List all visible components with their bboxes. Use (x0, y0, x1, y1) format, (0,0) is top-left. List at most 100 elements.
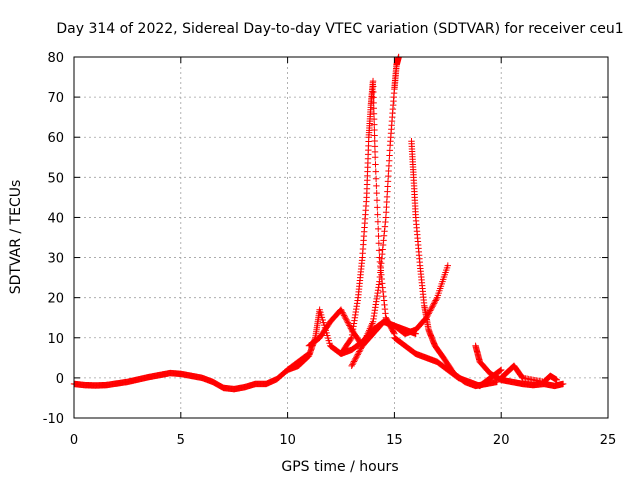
data-point-marker (340, 312, 348, 319)
data-point-marker (371, 132, 378, 139)
y-tick-label: 20 (47, 292, 64, 307)
grid-lines (74, 57, 608, 418)
data-point-marker (372, 175, 380, 182)
data-point-marker (427, 305, 435, 313)
data-point-marker (375, 240, 383, 247)
data-point-marker (498, 366, 505, 374)
data-point-marker (346, 322, 353, 329)
data-point-marker (356, 348, 363, 355)
data-point-marker (497, 367, 504, 374)
y-axis-label: SDTVAR / TECUs (8, 180, 24, 295)
data-point-marker (375, 225, 382, 233)
data-point-marker (351, 356, 358, 364)
data-point-marker (339, 309, 346, 316)
data-point-marker (496, 367, 503, 375)
data-point-marker (340, 310, 347, 318)
x-tick-label: 5 (177, 433, 185, 448)
data-point-marker (371, 137, 378, 145)
data-point-marker (559, 380, 567, 388)
data-point-marker (370, 105, 378, 112)
data-point-marker (352, 355, 359, 362)
x-tick-label: 25 (600, 433, 617, 448)
series-arc-c (391, 334, 505, 390)
x-tick-label: 10 (279, 433, 296, 448)
data-point-marker (356, 346, 364, 354)
data-point-marker (374, 218, 382, 225)
data-point-marker (371, 154, 379, 161)
y-tick-label: -10 (43, 412, 64, 427)
data-point-marker (358, 344, 365, 351)
data-point-marker (353, 354, 360, 361)
data-point-marker (432, 297, 439, 304)
data-point-marker (373, 182, 380, 190)
series-baseline (70, 350, 313, 393)
data-point-marker (374, 211, 381, 218)
series-spike-14 (337, 77, 398, 358)
data-point-marker (344, 319, 352, 326)
data-point-marker (444, 262, 451, 269)
data-point-marker (433, 295, 440, 303)
data-point-marker (373, 189, 380, 197)
data-point-marker (553, 376, 560, 384)
data-point-marker (348, 362, 355, 370)
data-point-marker (371, 121, 378, 128)
data-point-marker (426, 308, 433, 316)
data-point-marker (350, 358, 358, 365)
data-point-marker (353, 352, 361, 360)
x-tick-label: 20 (493, 433, 510, 448)
data-point-marker (431, 298, 439, 306)
data-point-marker (370, 99, 377, 107)
chart-title: Day 314 of 2022, Sidereal Day-to-day VTE… (56, 21, 623, 37)
data-point-marker (345, 320, 352, 328)
data-point-marker (371, 143, 379, 150)
data-point-marker (373, 197, 381, 204)
data-point-marker (390, 329, 397, 336)
plot-frame (73, 56, 609, 419)
data-point-marker (343, 316, 350, 323)
data-point-marker (347, 335, 355, 343)
data-point-marker (342, 315, 349, 322)
data-point-marker (375, 232, 382, 240)
data-point-marker (357, 345, 365, 352)
data-point-marker (370, 110, 378, 117)
y-tick-label: 10 (47, 332, 64, 347)
data-point-marker (369, 77, 377, 85)
data-point-marker (374, 204, 381, 211)
y-tick-label: 50 (47, 171, 64, 186)
y-tick-label: 70 (47, 91, 64, 106)
data-point-marker (371, 126, 378, 134)
data-point-marker (372, 168, 379, 175)
data-point-marker (354, 351, 361, 358)
axis-ticks: 0 5 10 15 20 25 -10 0 10 20 30 40 50 60 70 80 (43, 51, 617, 448)
data-point-marker (371, 148, 379, 156)
data-point-marker (370, 94, 377, 101)
data-point-marker (375, 247, 383, 254)
y-tick-label: 40 (47, 211, 64, 226)
data-point-marker (337, 306, 345, 313)
series-spike-16 (408, 138, 501, 390)
data-point-marker (355, 349, 362, 357)
data-point-marker (370, 88, 377, 96)
data-point-marker (350, 359, 357, 367)
y-tick-label: 0 (56, 372, 64, 387)
data-point-marker (428, 304, 435, 311)
x-tick-label: 15 (386, 433, 403, 448)
y-tick-label: 80 (47, 51, 64, 66)
data-point-marker (372, 161, 379, 168)
data-point-marker (429, 303, 436, 310)
series-spike-15 (348, 53, 402, 370)
y-tick-label: 30 (47, 252, 64, 267)
data-points (70, 53, 567, 393)
data-point-marker (430, 300, 438, 307)
x-axis-label: GPS time / hours (281, 459, 398, 475)
data-point-marker (369, 83, 377, 90)
data-point-marker (341, 313, 349, 321)
data-point-marker (370, 115, 378, 123)
data-point-marker (430, 301, 437, 309)
x-tick-label: 0 (70, 433, 78, 448)
data-point-marker (338, 307, 345, 315)
y-tick-label: 60 (47, 131, 64, 146)
series-tail-bumps (498, 362, 560, 386)
data-point-marker (343, 317, 351, 325)
